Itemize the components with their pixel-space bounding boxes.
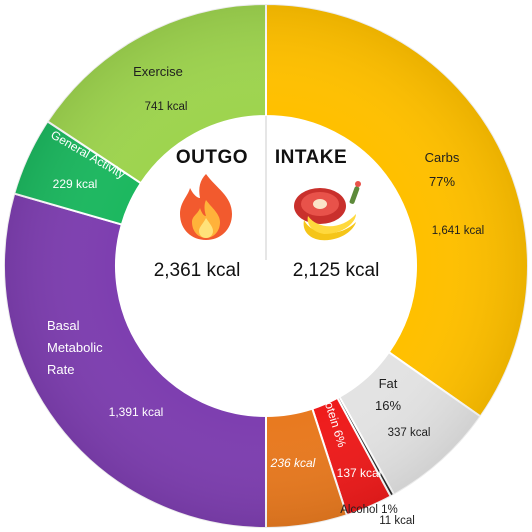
carbs-value: 1,641 kcal xyxy=(432,225,484,237)
outgo-total: 2,361 kcal xyxy=(154,260,241,281)
basal-value: 1,391 kcal xyxy=(109,405,164,419)
exercise-value: 741 kcal xyxy=(145,101,188,113)
exercise-label: Exercise xyxy=(133,64,183,79)
carbs-label: Carbs xyxy=(425,150,460,165)
basal-label-line2: Metabolic xyxy=(47,340,103,355)
basal-label-line1: Basal xyxy=(47,318,80,333)
outgo-title: OUTGO xyxy=(176,147,248,168)
food-plate-icon xyxy=(294,181,361,241)
alcohol-label: Alcohol 1% xyxy=(340,504,398,516)
intake-total: 2,125 kcal xyxy=(293,260,380,281)
fat-percent: 16% xyxy=(375,398,401,413)
alcohol-value: 11 kcal xyxy=(379,515,415,527)
carbs-percent: 77% xyxy=(429,174,455,189)
general-activity-value: 229 kcal xyxy=(53,177,98,191)
protein-value: 137 kcal xyxy=(337,466,382,480)
deficit-value: 236 kcal xyxy=(270,456,316,470)
flame-icon xyxy=(180,174,232,240)
basal-label-line3: Rate xyxy=(47,362,74,377)
intake-title: INTAKE xyxy=(275,147,347,168)
fat-value: 337 kcal xyxy=(388,427,431,439)
fat-label: Fat xyxy=(379,376,398,391)
deficit-label: Deficit xyxy=(273,355,294,391)
